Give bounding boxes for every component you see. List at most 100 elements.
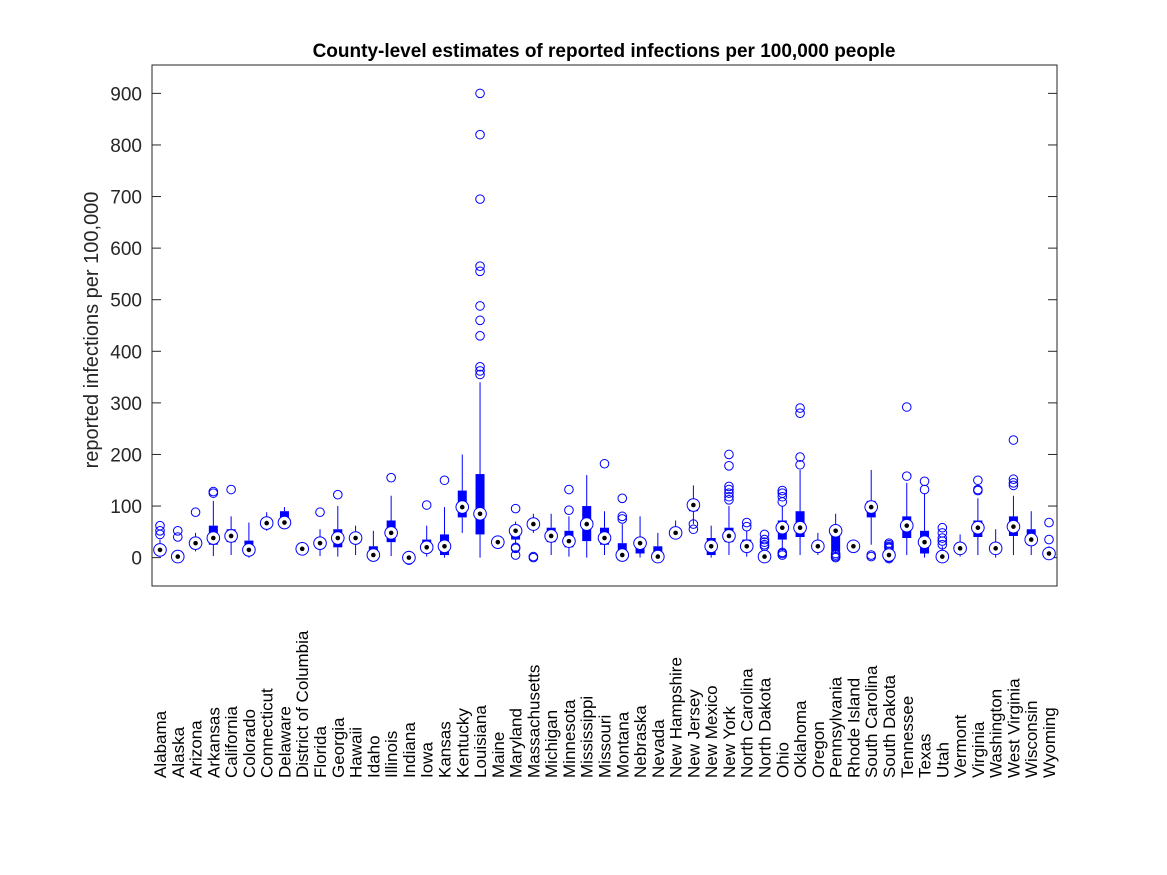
median-dot [371,552,376,558]
x-tick-label: Massachusetts [524,665,543,778]
median-dot [691,502,696,508]
x-tick-label: Alabama [151,710,170,778]
x-tick-label: Pennsylvania [827,676,846,778]
box-iowa [419,500,434,557]
x-tick-label: California [222,706,241,778]
outlier-point [528,551,539,562]
median-dot [584,521,590,527]
outlier-point [172,526,183,536]
x-tick-label: Rhode Island [844,678,863,778]
x-tick-label: Ohio [773,742,792,778]
outlier-point [724,484,734,495]
x-tick-label: Nevada [649,719,668,778]
x-tick-label: New Hampshire [667,657,686,778]
median-dot [708,543,714,549]
box-new-york [722,449,736,556]
outlier-point [724,495,734,505]
box-connecticut [259,512,274,531]
outlier-point [1044,534,1054,545]
outlier-point [155,520,165,531]
outlier-point [688,519,699,529]
box-tennessee [899,402,914,556]
x-tick-label: Idaho [364,735,383,778]
box-nevada [651,532,665,564]
median-dot [975,525,981,531]
y-tick-label: 900 [110,84,142,105]
outlier-point [617,514,628,524]
outlier-point [315,507,325,518]
iqr-box [831,529,841,552]
box-north-dakota [757,529,772,564]
outlier-point [741,517,752,528]
outlier-point [1008,478,1019,488]
outlier-point [1008,474,1019,485]
x-tick-label: Nebraska [631,705,650,778]
median-dot [531,521,536,527]
outlier-point [777,491,788,502]
box-utah [935,522,950,564]
median-dot [548,533,554,539]
box-indiana [402,550,416,566]
median-dot [673,530,678,536]
x-tick-label: Mississippi [578,696,597,778]
median-dot [193,540,198,546]
box-new-jersey [686,485,701,535]
x-tick-label: Texas [916,734,935,778]
outlier-point [759,534,770,545]
median-dot [851,543,856,549]
x-tick-label: Tennessee [898,696,917,778]
outlier-point [475,194,485,204]
outlier-point [510,542,521,553]
outlier-point [884,538,894,548]
outlier-point [421,500,432,510]
outlier-point [617,493,628,504]
outlier-point [724,491,734,502]
median-dot [957,546,963,551]
box-south-carolina [864,469,879,562]
iqr-box [475,474,485,535]
box-alabama [153,520,167,557]
median-dot [157,547,163,553]
x-tick-label: West Virginia [1004,678,1023,778]
median-dot [993,546,998,551]
box-louisiana [473,88,487,558]
outlier-point [759,539,770,550]
median-dot [833,528,838,534]
outlier-point [937,528,948,538]
x-tick-label: New Jersey [684,689,703,778]
y-tick-label: 300 [110,394,142,415]
outlier-point [475,129,485,140]
median-dot [780,525,785,531]
outlier-point [475,361,485,372]
box-georgia [331,489,345,557]
box-massachusetts [526,513,541,563]
outlier-point [475,315,485,326]
median-dot [886,552,892,558]
box-oklahoma [793,403,807,556]
outlier-point [333,489,343,500]
x-tick-label: Vermont [951,714,970,778]
box-district-of-columbia [295,542,310,556]
outlier-point [901,471,912,481]
y-tick-label: 500 [110,291,142,312]
outlier-point [866,550,877,560]
outlier-point [617,511,628,522]
outlier-point [599,458,610,469]
median-dot [566,538,572,544]
box-michigan [544,513,558,556]
median-dot [353,535,358,541]
outlier-point [741,521,752,532]
median-dot [726,533,732,539]
outlier-point [795,408,805,418]
x-tick-label: Wyoming [1040,707,1059,778]
x-tick-label: Indiana [400,722,419,778]
outlier-point [1044,517,1054,528]
box-kentucky [455,454,470,533]
outlier-point [724,449,734,460]
box-alaska [170,526,185,564]
outlier-point [724,488,734,498]
median-dot [940,554,945,559]
x-tick-label: New York [720,706,739,778]
median-dot [602,535,607,541]
